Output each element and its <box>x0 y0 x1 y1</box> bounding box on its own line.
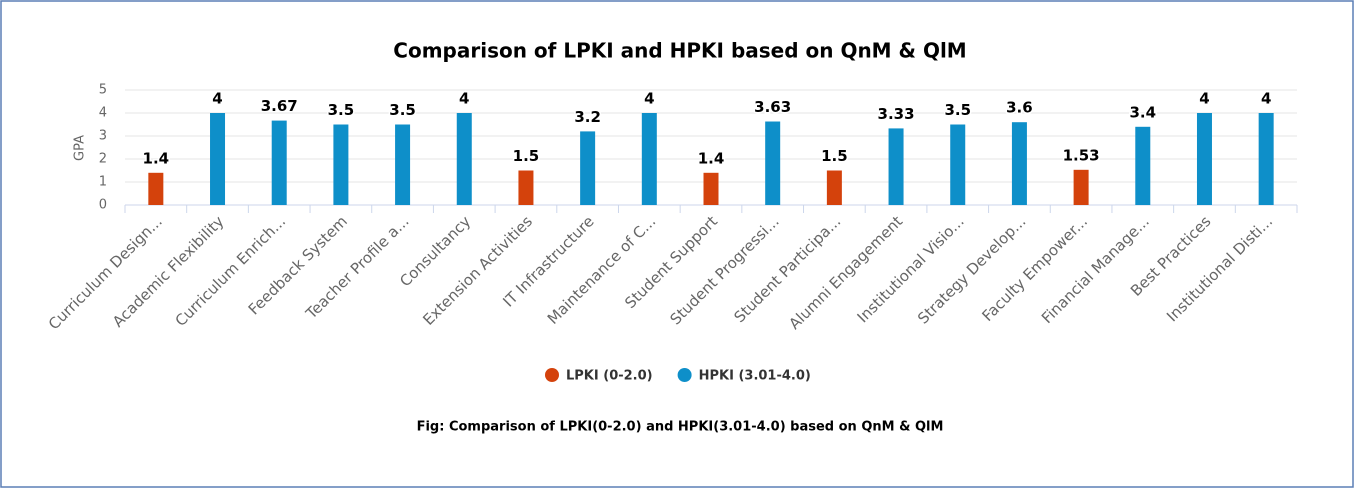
data-label: 3.67 <box>261 97 298 115</box>
y-axis-label: GPA <box>73 135 88 161</box>
data-label: 1.4 <box>143 149 170 167</box>
caption: Fig: Comparison of LPKI(0-2.0) and HPKI(… <box>417 420 944 435</box>
data-label: 1.5 <box>513 147 540 165</box>
bar <box>395 124 411 205</box>
y-tick-label: 3 <box>99 129 107 144</box>
legend-label: LPKI (0-2.0) <box>566 369 653 384</box>
bar <box>888 128 904 205</box>
data-label: 3.5 <box>328 101 355 119</box>
data-label: 4 <box>459 90 469 108</box>
bar <box>1073 169 1089 205</box>
data-label: 3.6 <box>1006 99 1033 117</box>
bar <box>1011 122 1027 205</box>
chart-title: Comparison of LPKI and HPKI based on QnM… <box>393 39 966 63</box>
data-label: 3.2 <box>574 108 601 126</box>
bar <box>1135 126 1151 205</box>
bar <box>148 172 164 205</box>
data-label: 1.5 <box>821 147 848 165</box>
data-label: 3.33 <box>878 105 915 123</box>
legend-marker <box>677 368 692 382</box>
bar <box>580 131 596 205</box>
bar <box>950 124 966 205</box>
bar <box>333 124 349 205</box>
data-label: 1.4 <box>698 149 725 167</box>
legend-marker <box>545 368 559 382</box>
bar <box>641 113 657 205</box>
bar <box>1258 113 1274 205</box>
y-tick-label: 5 <box>99 83 107 98</box>
data-label: 3.63 <box>754 98 791 116</box>
data-label: 3.5 <box>389 101 416 119</box>
data-label: 3.4 <box>1130 103 1157 121</box>
y-tick-label: 4 <box>99 106 107 121</box>
data-label: 4 <box>212 90 222 108</box>
y-tick-label: 2 <box>99 152 107 167</box>
data-label: 4 <box>1199 90 1209 108</box>
bar <box>826 170 842 205</box>
bar <box>1196 113 1212 205</box>
data-label: 4 <box>1261 90 1271 108</box>
bar <box>518 170 534 205</box>
y-tick-label: 1 <box>99 175 107 190</box>
bar <box>703 172 719 205</box>
bar <box>210 113 226 205</box>
bar <box>271 120 287 205</box>
data-label: 4 <box>644 90 654 108</box>
data-label: 3.5 <box>944 101 971 119</box>
bar <box>765 121 781 205</box>
legend-label: HPKI (3.01-4.0) <box>699 369 811 384</box>
y-tick-label: 0 <box>99 198 107 213</box>
data-label: 1.53 <box>1063 146 1100 164</box>
bar <box>456 113 472 205</box>
